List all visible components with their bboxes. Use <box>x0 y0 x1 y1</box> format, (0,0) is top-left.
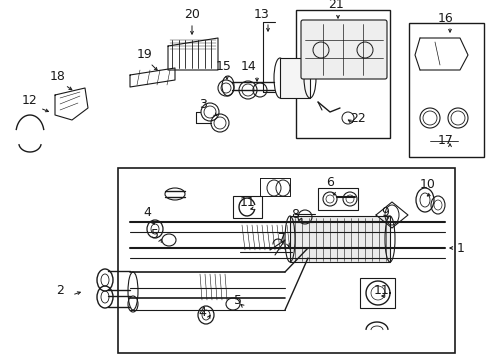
Text: 6: 6 <box>325 176 333 189</box>
Text: 17: 17 <box>437 134 453 147</box>
Text: 2: 2 <box>56 284 64 297</box>
Text: 18: 18 <box>50 71 66 84</box>
Text: 20: 20 <box>183 8 200 21</box>
Text: 1: 1 <box>456 242 464 255</box>
Text: 19: 19 <box>137 49 153 62</box>
Text: 12: 12 <box>22 94 38 107</box>
Text: 3: 3 <box>199 99 206 112</box>
Bar <box>408 23 483 157</box>
Text: 16: 16 <box>437 12 453 24</box>
Text: 10: 10 <box>419 179 435 192</box>
Text: 4: 4 <box>198 306 205 320</box>
Bar <box>232 196 262 218</box>
FancyBboxPatch shape <box>301 20 386 79</box>
Text: 5: 5 <box>234 293 242 306</box>
Bar <box>280 58 309 98</box>
Text: 15: 15 <box>216 60 231 73</box>
Bar <box>359 278 394 308</box>
Text: 13: 13 <box>254 8 269 21</box>
Bar <box>289 216 389 262</box>
Bar <box>317 188 357 210</box>
Text: 5: 5 <box>151 229 159 242</box>
Text: 14: 14 <box>241 60 256 73</box>
Bar <box>118 168 454 353</box>
Text: 21: 21 <box>327 0 343 12</box>
Text: 11: 11 <box>240 195 255 208</box>
Text: 8: 8 <box>290 208 298 221</box>
Bar <box>295 10 389 138</box>
Text: 22: 22 <box>349 112 365 125</box>
Text: 7: 7 <box>278 231 285 244</box>
Text: 9: 9 <box>380 206 388 219</box>
Text: 4: 4 <box>143 206 151 219</box>
Text: 11: 11 <box>373 284 389 297</box>
